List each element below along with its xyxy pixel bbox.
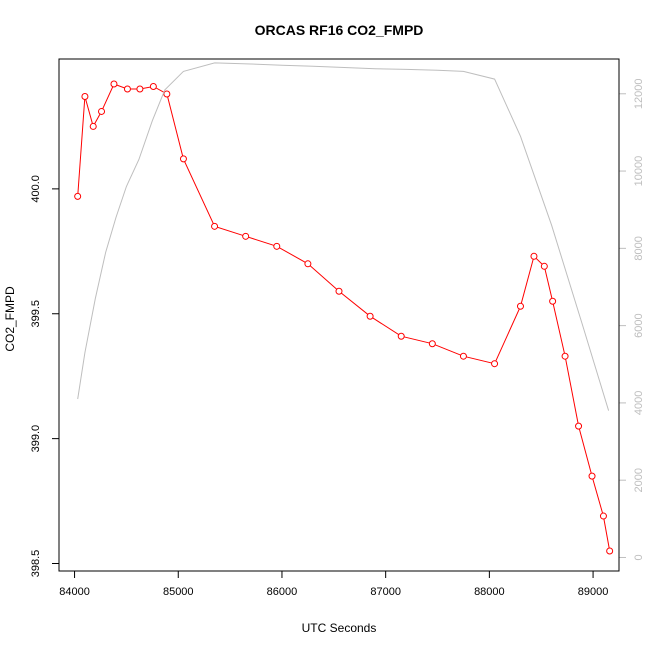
data-point — [98, 107, 106, 115]
y-axis-label: CO2_FMPD — [3, 286, 17, 352]
y-tick-label-right: 12000 — [633, 78, 645, 109]
series-1 — [74, 80, 614, 555]
chart-title: ORCAS RF16 CO2_FMPD — [255, 22, 424, 38]
data-point — [242, 232, 250, 240]
x-tick-label: 86000 — [267, 586, 298, 598]
series-line — [77, 83, 611, 552]
data-point — [599, 512, 607, 520]
x-tick-label: 89000 — [578, 586, 609, 598]
data-point — [136, 85, 144, 93]
x-axis: 84000 85000 86000 87000 88000 89000 — [59, 570, 609, 598]
data-point — [163, 90, 171, 98]
data-point — [366, 312, 374, 320]
data-point — [89, 122, 97, 130]
data-point — [588, 472, 596, 480]
data-point — [81, 92, 89, 100]
y-tick-label-left: 400.0 — [30, 175, 42, 203]
y-axis-left: 398.5 399.0 399.5 400.0 — [30, 175, 60, 578]
x-tick-label: 85000 — [163, 586, 194, 598]
data-point — [575, 422, 583, 430]
y-tick-label-left: 399.5 — [30, 300, 42, 328]
data-point — [74, 192, 82, 200]
x-tick-label: 84000 — [59, 586, 90, 598]
data-point — [428, 340, 436, 348]
y-tick-label-right: 6000 — [633, 313, 645, 337]
data-point — [335, 287, 343, 295]
data-point — [304, 260, 312, 268]
data-point — [211, 222, 219, 230]
data-point — [149, 82, 157, 90]
y-tick-label-right: 0 — [633, 554, 645, 560]
y-tick-label-right: 4000 — [633, 391, 645, 415]
data-point — [273, 242, 281, 250]
y-tick-label-right: 8000 — [633, 236, 645, 260]
y-tick-label-left: 398.5 — [30, 550, 42, 578]
series-2 — [77, 62, 610, 411]
data-point — [179, 155, 187, 163]
series-line — [77, 62, 610, 411]
x-axis-label: UTC Seconds — [302, 621, 377, 635]
data-point — [606, 547, 614, 555]
series-layer — [74, 62, 614, 555]
data-point — [561, 352, 569, 360]
y-axis-right: 0 2000 4000 6000 8000 10000 12000 — [618, 78, 645, 561]
y-tick-label-left: 399.0 — [30, 425, 42, 453]
data-point — [459, 352, 467, 360]
plot-frame — [58, 58, 620, 572]
data-point — [491, 360, 499, 368]
x-tick-label: 87000 — [370, 586, 401, 598]
data-point — [540, 262, 548, 270]
y-tick-label-right: 10000 — [633, 156, 645, 187]
data-point — [516, 302, 524, 310]
data-point — [123, 85, 131, 93]
x-tick-label: 88000 — [474, 586, 505, 598]
data-point — [110, 80, 118, 88]
data-point — [530, 252, 538, 260]
data-point — [549, 297, 557, 305]
y-tick-label-right: 2000 — [633, 468, 645, 492]
data-point — [397, 332, 405, 340]
